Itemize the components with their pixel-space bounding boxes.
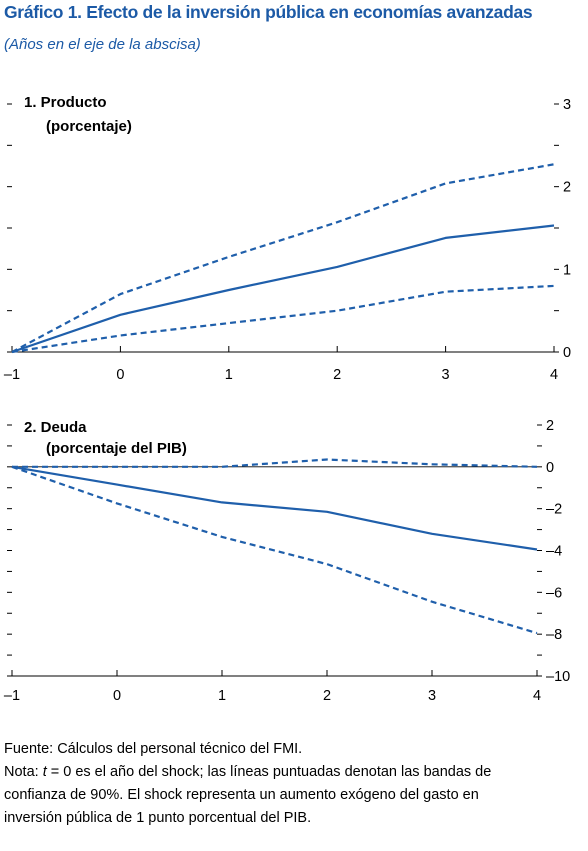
figure-subtitle: (Años en el eje de la abscisa) — [4, 36, 201, 53]
note-line-3: inversión pública de 1 punto porcentual … — [4, 810, 312, 826]
confidence-band-line-3 — [11, 284, 555, 354]
figure-title: Gráfico 1. Efecto de la inversión públic… — [4, 2, 533, 22]
x-tick-label: –1 — [4, 367, 20, 383]
panel-title: 2. Deuda — [24, 419, 87, 436]
x-tick-label: 4 — [550, 367, 558, 383]
panel-title: 1. Producto — [24, 94, 107, 111]
x-tick-label: 3 — [428, 688, 436, 704]
y-tick-label: –8 — [546, 627, 562, 643]
y-tick-label: 2 — [546, 418, 554, 434]
x-tick-label: 0 — [113, 688, 121, 704]
note-line-1: Nota: t = 0 es el año del shock; las lín… — [4, 761, 584, 784]
y-tick-label: –6 — [546, 585, 562, 601]
note-line-2: confianza de 90%. El shock representa un… — [4, 787, 479, 803]
estimate-line-1 — [11, 224, 555, 354]
y-tick-label: 1 — [563, 262, 571, 278]
figure-notes: Fuente: Cálculos del personal técnico de… — [4, 738, 584, 830]
confidence-band-line-2 — [11, 163, 555, 353]
x-tick-label: 3 — [442, 367, 450, 383]
note-prefix: Nota: — [4, 764, 43, 780]
y-tick-label: –4 — [546, 544, 562, 560]
x-tick-label: 1 — [225, 367, 233, 383]
chart-panel-2: –1 0 1 2 3 420–2–4–6–8–102. Deuda(porcentaje … — [4, 418, 570, 704]
x-tick-label: 2 — [333, 367, 341, 383]
x-tick-label: 4 — [533, 688, 541, 704]
y-tick-label: 3 — [563, 97, 571, 113]
source-note: Fuente: Cálculos del personal técnico de… — [4, 741, 303, 757]
confidence-band-line-2 — [12, 458, 538, 468]
panel-subtitle: (porcentaje) — [46, 118, 132, 135]
y-tick-label: 0 — [563, 345, 571, 361]
y-tick-label: –2 — [546, 502, 562, 518]
estimate-line-1 — [11, 465, 538, 551]
y-tick-label: 2 — [563, 180, 571, 196]
panel-subtitle: (porcentaje del PIB) — [46, 440, 187, 457]
x-tick-label: –1 — [4, 688, 20, 704]
x-tick-label: 2 — [323, 688, 331, 704]
confidence-band-line-3 — [11, 465, 538, 635]
y-tick-label: 0 — [546, 460, 554, 476]
note-variable: t — [42, 764, 47, 780]
note-line-1-rest: = 0 es el año del shock; las líneas punt… — [46, 764, 492, 780]
x-tick-label: 1 — [218, 688, 226, 704]
x-tick-label: 0 — [116, 367, 124, 383]
y-tick-label: –10 — [546, 669, 570, 685]
